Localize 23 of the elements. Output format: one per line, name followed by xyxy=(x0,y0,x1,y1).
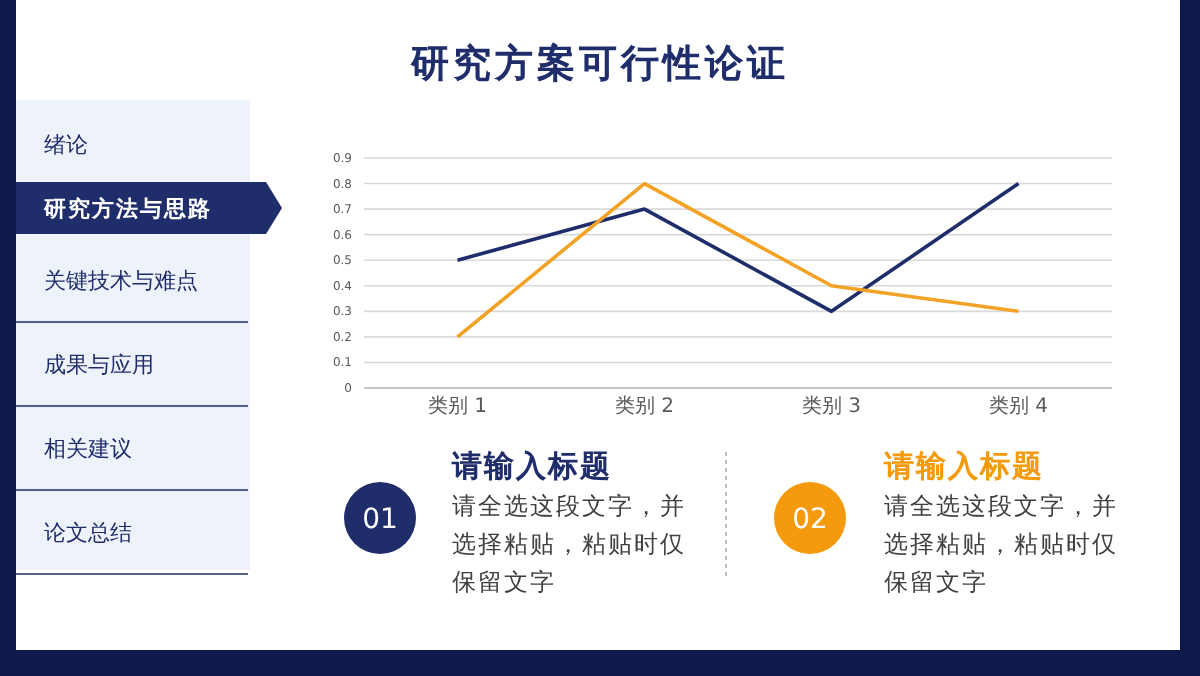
text: 请输入标题 xyxy=(882,448,1044,484)
text: 关键技术与难点 xyxy=(44,268,198,294)
x-tick-label: 类别 2 xyxy=(614,394,675,418)
text: 请全选这段文字，并 xyxy=(452,492,686,520)
text: 保留文字 xyxy=(452,568,556,596)
text: 保留文字 xyxy=(884,568,988,596)
text: 相关建议 xyxy=(44,436,132,462)
text: 02 xyxy=(792,504,828,536)
text: 绪论 xyxy=(44,132,88,158)
x-tick-label: 类别 3 xyxy=(801,394,862,418)
text: 成果与应用 xyxy=(44,352,154,378)
text: 选择粘贴，粘贴时仅 xyxy=(884,530,1118,558)
line-series xyxy=(455,181,1021,314)
text: 请输入标题 xyxy=(450,448,612,484)
text: 01 xyxy=(362,504,398,536)
text: 研究方法与思路 xyxy=(42,196,212,222)
text: 论文总结 xyxy=(44,520,132,546)
text: 请全选这段文字，并 xyxy=(884,492,1118,520)
x-tick-label: 类别 4 xyxy=(988,394,1049,418)
line-series xyxy=(455,181,1021,339)
x-tick-label: 类别 1 xyxy=(427,394,488,418)
chart-title: 研究方案可行性论证 xyxy=(409,42,789,86)
text: 选择粘贴，粘贴时仅 xyxy=(452,530,686,558)
